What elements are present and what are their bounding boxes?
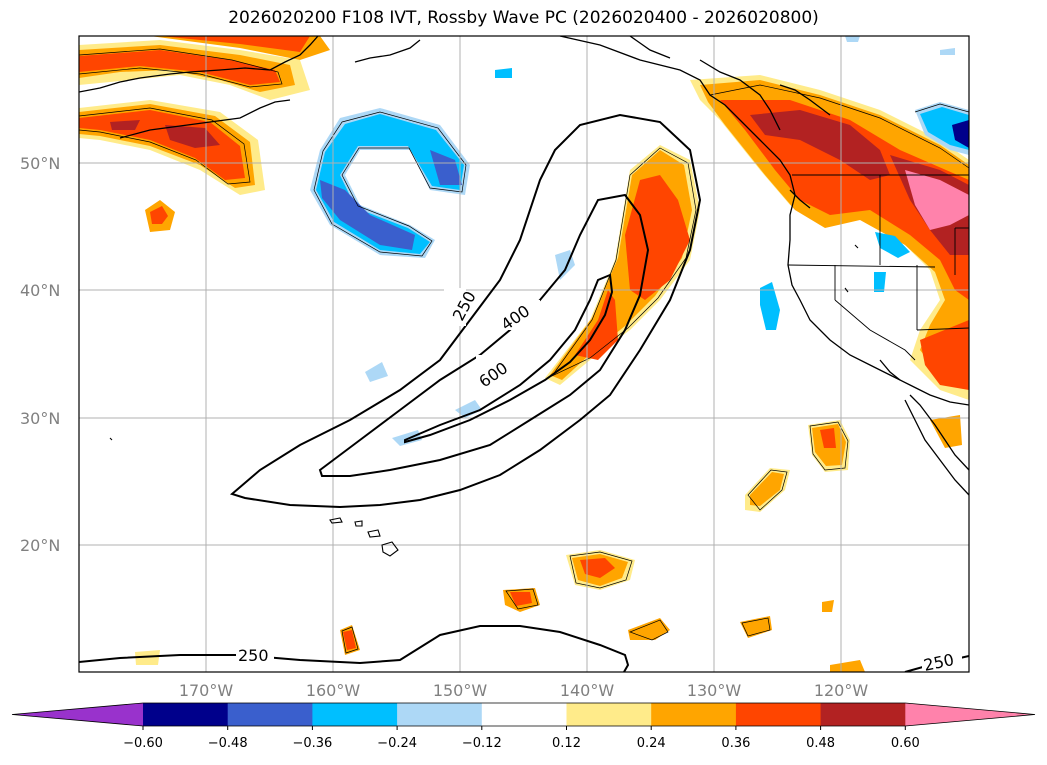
colorbar-tick-label: 0.36 (721, 736, 750, 751)
lon-axis: 170°W 160°W 150°W 140°W 130°W 120°W (179, 681, 869, 700)
colorbar: −0.60 −0.48 −0.36 −0.24 −0.12 0.12 0.24 0.36 0.4… (11, 702, 1036, 751)
colorbar-tick-label: −0.36 (292, 736, 332, 751)
lat-label: 20°N (20, 536, 60, 555)
map-content (79, 36, 969, 672)
lon-label: 170°W (179, 681, 234, 700)
colorbar-tick-label: −0.12 (462, 736, 502, 751)
negative-anomaly-shading (310, 36, 969, 446)
colorbar-segment (227, 703, 313, 726)
colorbar-segment (820, 703, 906, 726)
map-frame (78, 35, 970, 673)
lon-label: 150°W (433, 681, 488, 700)
lat-label: 30°N (20, 409, 60, 428)
lon-label: 160°W (306, 681, 361, 700)
colorbar-tick-label: −0.48 (208, 736, 248, 751)
colorbar-segment (397, 703, 483, 726)
islands (109, 244, 859, 557)
colorbar-tick-label: 0.60 (891, 736, 920, 751)
contour-labels: 250 400 600 250 250 (236, 288, 962, 675)
lat-label: 40°N (20, 281, 60, 300)
colorbar-tick-label: 0.12 (552, 736, 581, 751)
lat-axis: 50°N 40°N 30°N 20°N (20, 154, 60, 555)
colorbar-segment (312, 703, 398, 726)
colorbar-extend-high (905, 703, 1035, 726)
colorbar-tick-label: 0.48 (806, 736, 835, 751)
colorbar-tick-label: 0.24 (637, 736, 666, 751)
colorbar-segment (481, 703, 567, 726)
lon-label: 130°W (687, 681, 742, 700)
ivt-contours (79, 113, 969, 672)
lat-label: 50°N (20, 154, 60, 173)
colorbar-tick-label: −0.60 (123, 736, 163, 751)
contour-label: 250 (238, 646, 269, 665)
graticule (79, 36, 969, 672)
colorbar-segment (143, 703, 229, 726)
colorbar-segment (735, 703, 822, 726)
coastlines (79, 36, 969, 496)
borders (787, 174, 969, 361)
lon-label: 140°W (560, 681, 615, 700)
map-title: 2026020200 F108 IVT, Rossby Wave PC (202… (228, 8, 819, 28)
colorbar-segment (651, 703, 737, 726)
lon-label: 120°W (814, 681, 869, 700)
colorbar-tick-label: −0.24 (377, 736, 417, 751)
colorbar-extend-low (12, 703, 143, 726)
colorbar-segment (566, 703, 652, 726)
